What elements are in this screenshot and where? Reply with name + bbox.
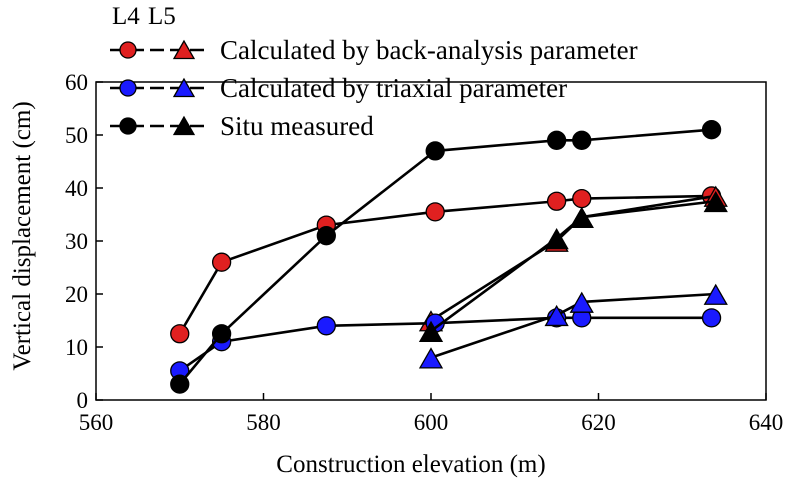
legend: L4 L5 Calculated by back-analysis paramete… [110,3,638,141]
circle-marker [119,41,137,59]
circle-marker [170,374,190,394]
circle-marker [425,141,445,161]
y-tick-label: 20 [65,282,88,307]
series-3-l5 [418,283,728,369]
triangle-marker [172,39,196,60]
triangle-marker [569,206,594,229]
x-tick-label: 620 [581,410,616,435]
circle-marker [170,324,190,344]
y-tick-label: 10 [65,335,88,360]
series-line [179,316,712,372]
circle-marker [546,191,567,211]
series-5-l5 [418,190,728,343]
y-tick-label: 30 [65,229,88,254]
circle-marker [701,308,722,328]
y-tick-label: 60 [65,70,88,95]
series-4-l4 [170,120,722,394]
y-axis-label: Vertical displacement (cm) [9,101,36,370]
circle-marker [316,316,336,336]
x-tick-label: 640 [749,410,784,435]
circle-marker [119,117,137,135]
circle-marker [572,130,592,150]
y-tick-label: 50 [65,123,88,148]
triangle-marker [172,115,196,136]
circle-marker [211,324,232,344]
triangle-marker [703,190,728,213]
x-tick-label: 580 [246,410,281,435]
legend-header-l5: L5 [148,3,176,30]
triangle-marker [544,304,569,327]
legend-label: Situ measured [220,111,374,141]
series-line [430,199,716,333]
triangle-marker [569,291,594,313]
circle-marker [572,188,592,209]
triangle-marker [172,77,196,98]
legend-label: Calculated by triaxial parameter [220,73,567,103]
legend-header-l4: L4 [112,3,140,30]
x-tick-label: 560 [79,410,114,435]
series-line [178,128,712,385]
axes: 0 10 20 30 40 50 60 560 580 600 620 640 [65,70,783,435]
circle-marker [119,79,137,97]
series-layer [170,120,728,394]
circle-marker [546,130,567,150]
circle-marker [701,120,722,140]
y-tick-label: 40 [65,176,88,201]
circle-marker [425,202,445,222]
series-line [178,194,712,335]
triangle-marker [544,228,569,250]
series-line [430,292,716,359]
circle-marker [316,226,336,246]
series-line [430,194,716,322]
y-tick-label: 0 [77,388,89,413]
x-tick-label: 600 [414,410,449,435]
triangle-marker [418,320,444,343]
legend-entry-2: Situ measured [110,111,374,141]
triangle-marker [418,347,444,369]
legend-entry-1: Calculated by triaxial parameter [110,73,567,103]
legend-label: Calculated by back-analysis parameter [220,35,638,65]
x-axis-label: Construction elevation (m) [276,451,545,478]
circle-marker [211,252,232,272]
legend-entry-0: Calculated by back-analysis parameter [110,35,638,65]
triangle-marker [703,283,728,305]
